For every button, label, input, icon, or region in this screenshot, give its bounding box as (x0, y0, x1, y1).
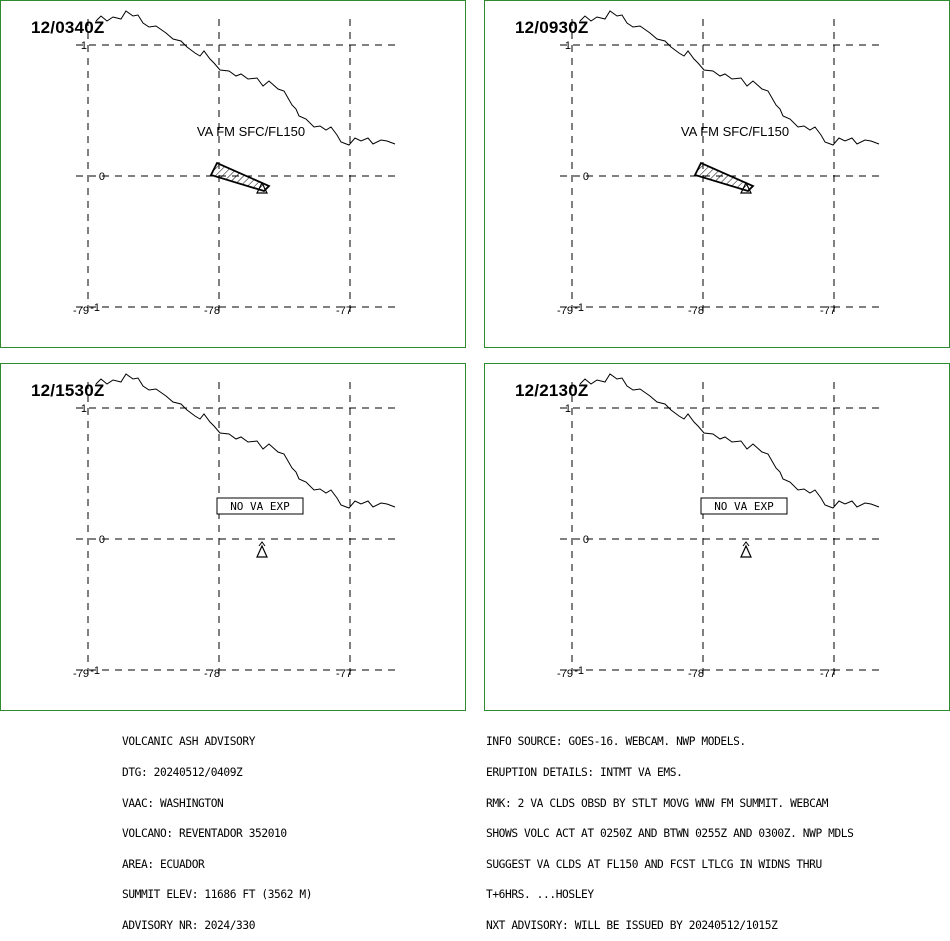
map-svg: 1 0 -1-79 -78 -77 VA FM SFC/FL150 (557, 10, 883, 317)
longitude-label: -78 (204, 305, 220, 317)
advisory-line: ERUPTION DETAILS: INTMT VA EMS. (486, 766, 683, 779)
longitude-label: -79 (73, 305, 89, 317)
forecast-panel-2130z: 1 0 -1 -79 -78 -77 NO VA EXP 12/2130Z (484, 363, 950, 711)
longitude-label: -77 (336, 668, 352, 680)
latitude-label: -1 (574, 665, 584, 677)
advisory-line: AREA: ECUADOR (122, 857, 205, 871)
advisory-line: SHOWS VOLC ACT AT 0250Z AND BTWN 0255Z A… (486, 827, 854, 841)
advisory-line: RMK: 2 VA CLDS OBSD BY STLT MOVG WNW FM … (486, 796, 829, 810)
latitude-label: 0 (583, 534, 589, 546)
no-ash-label: NO VA EXP (714, 500, 774, 513)
latitude-label: 0 (99, 534, 105, 546)
latitude-label: 1 (565, 40, 571, 52)
longitude-label: -78 (204, 668, 220, 680)
volcano-triangle-icon (256, 181, 268, 194)
latitude-label: 1 (565, 403, 571, 415)
longitude-label: -77 (336, 305, 352, 317)
map-svg: 1 0 -1-79 -78 -77 NO VA EXP (557, 373, 883, 680)
volcano-triangle-icon (256, 541, 268, 558)
advisory-line: INFO SOURCE: GOES-16. WEBCAM. NWP MODELS… (486, 735, 746, 749)
graticule (76, 382, 399, 680)
latitude-label: 1 (81, 403, 87, 415)
longitude-label: -77 (820, 305, 836, 317)
forecast-time-label: 12/0930Z (515, 18, 589, 37)
ash-cloud-polygon (209, 161, 271, 193)
longitude-label: -79 (557, 305, 573, 317)
no-ash-label: NO VA EXP (230, 500, 290, 513)
coastline (579, 373, 880, 509)
no-ash-box (700, 497, 788, 515)
advisory-line: VOLCANO: REVENTADOR 352010 (122, 827, 287, 841)
latitude-label: -1 (90, 302, 100, 314)
coastline (95, 373, 396, 509)
longitude-label: -77 (820, 668, 836, 680)
latitude-label: -1 (90, 665, 100, 677)
longitude-label: -79 (73, 668, 89, 680)
latitude-label: 1 (81, 40, 87, 52)
forecast-time-label: 12/0340Z (31, 18, 105, 37)
advisory-header-text: VOLCANIC ASH ADVISORY DTG: 20240512/0409… (122, 717, 312, 941)
longitude-label: -78 (688, 305, 704, 317)
advisory-line: SUMMIT ELEV: 11686 FT (3562 M) (122, 888, 313, 902)
advisory-remarks-text: INFO SOURCE: GOES-16. WEBCAM. NWP MODELS… (486, 717, 854, 941)
longitude-label: -78 (688, 668, 704, 680)
map-svg: 1 0 -1-79 -78 -77 VA FM SFC/FL150 (73, 10, 399, 317)
volcano-triangle-icon (740, 181, 752, 194)
longitude-label: -79 (557, 668, 573, 680)
advisory-line: T+6HRS. ...HOSLEY (486, 888, 594, 902)
volcano-triangle-icon (740, 541, 752, 558)
forecast-panel-0340z: 1 0 -1 -79 -78 -77 VA FM SFC/FL150 12/0340Z (0, 0, 466, 348)
latitude-label: -1 (574, 302, 584, 314)
advisory-line: DTG: 20240512/0409Z (122, 766, 243, 779)
graticule (76, 19, 399, 317)
advisory-line: NXT ADVISORY: WILL BE ISSUED BY 20240512… (486, 918, 778, 932)
latitude-label: 0 (99, 171, 105, 183)
map-svg: 1 0 -1-79 -78 -77 NO VA EXP (73, 373, 399, 680)
advisory-line: VAAC: WASHINGTON (122, 796, 224, 810)
forecast-time-label: 12/2130Z (515, 381, 589, 400)
ash-cloud-polygon (693, 161, 755, 193)
graticule (560, 382, 883, 680)
advisory-line: SUGGEST VA CLDS AT FL150 AND FCST LTLCG … (486, 857, 822, 871)
latitude-label: 0 (583, 171, 589, 183)
forecast-time-label: 12/1530Z (31, 381, 105, 400)
coastline (579, 10, 880, 146)
forecast-panel-1530z: 1 0 -1 -79 -78 -77 NO VA EXP 12/1530Z (0, 363, 466, 711)
advisory-line: VOLCANIC ASH ADVISORY (122, 735, 256, 749)
ash-level-label: VA FM SFC/FL150 (681, 124, 789, 139)
coastline (95, 10, 396, 146)
ash-level-label: VA FM SFC/FL150 (197, 124, 305, 139)
no-ash-box (216, 497, 304, 515)
advisory-line: ADVISORY NR: 2024/330 (122, 918, 256, 932)
graticule (560, 19, 883, 317)
forecast-panel-0930z: 1 0 -1 -79 -78 -77 VA FM SFC/FL150 12/0930Z (484, 0, 950, 348)
